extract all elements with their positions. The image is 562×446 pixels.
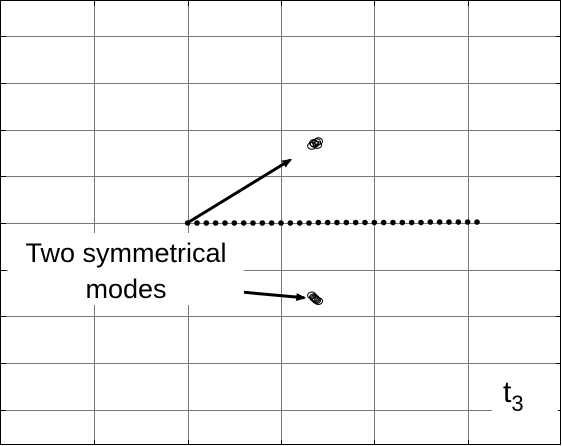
data-point [309, 294, 320, 303]
data-point [184, 220, 191, 226]
data-point [296, 220, 303, 226]
data-point [446, 219, 452, 225]
data-point [399, 219, 406, 226]
data-point [259, 220, 266, 226]
annotation-text-line1: Two symmetrical [25, 238, 226, 268]
data-point [324, 219, 331, 226]
series-2 [307, 291, 324, 305]
data-point [343, 219, 350, 226]
data-point [231, 220, 238, 226]
data-point [390, 219, 396, 226]
data-point [306, 220, 312, 226]
corner-label-background [492, 365, 558, 443]
data-point [362, 219, 368, 226]
data-point [408, 219, 415, 226]
data-point [380, 219, 387, 226]
corner-label-subscript: 3 [511, 391, 523, 416]
annotation-text-line2: modes [85, 274, 166, 304]
data-point [352, 219, 359, 226]
data-point [427, 219, 434, 225]
data-point [315, 219, 322, 226]
data-point [278, 220, 284, 226]
data-point [464, 219, 471, 225]
series-0 [184, 219, 480, 226]
data-point [222, 220, 228, 226]
data-point [313, 137, 324, 146]
data-point [310, 295, 321, 304]
data-point [287, 220, 294, 226]
series-1 [307, 137, 324, 150]
data-point [194, 220, 200, 226]
data-point [371, 219, 378, 226]
annotation-arrow [188, 158, 293, 223]
data-point [240, 220, 247, 226]
data-point [455, 219, 462, 225]
data-point [268, 220, 275, 226]
corner-label: t3 [503, 376, 524, 416]
data-point [212, 220, 219, 226]
data-point [418, 219, 424, 226]
data-point [203, 220, 210, 226]
data-point [312, 141, 323, 149]
data-point [436, 219, 443, 225]
annotation-background [8, 233, 244, 305]
corner-label-base: t [503, 376, 512, 409]
data-point [474, 219, 480, 225]
data-series [184, 137, 480, 305]
data-point [334, 219, 340, 226]
data-point [311, 296, 322, 305]
data-point [250, 220, 256, 226]
